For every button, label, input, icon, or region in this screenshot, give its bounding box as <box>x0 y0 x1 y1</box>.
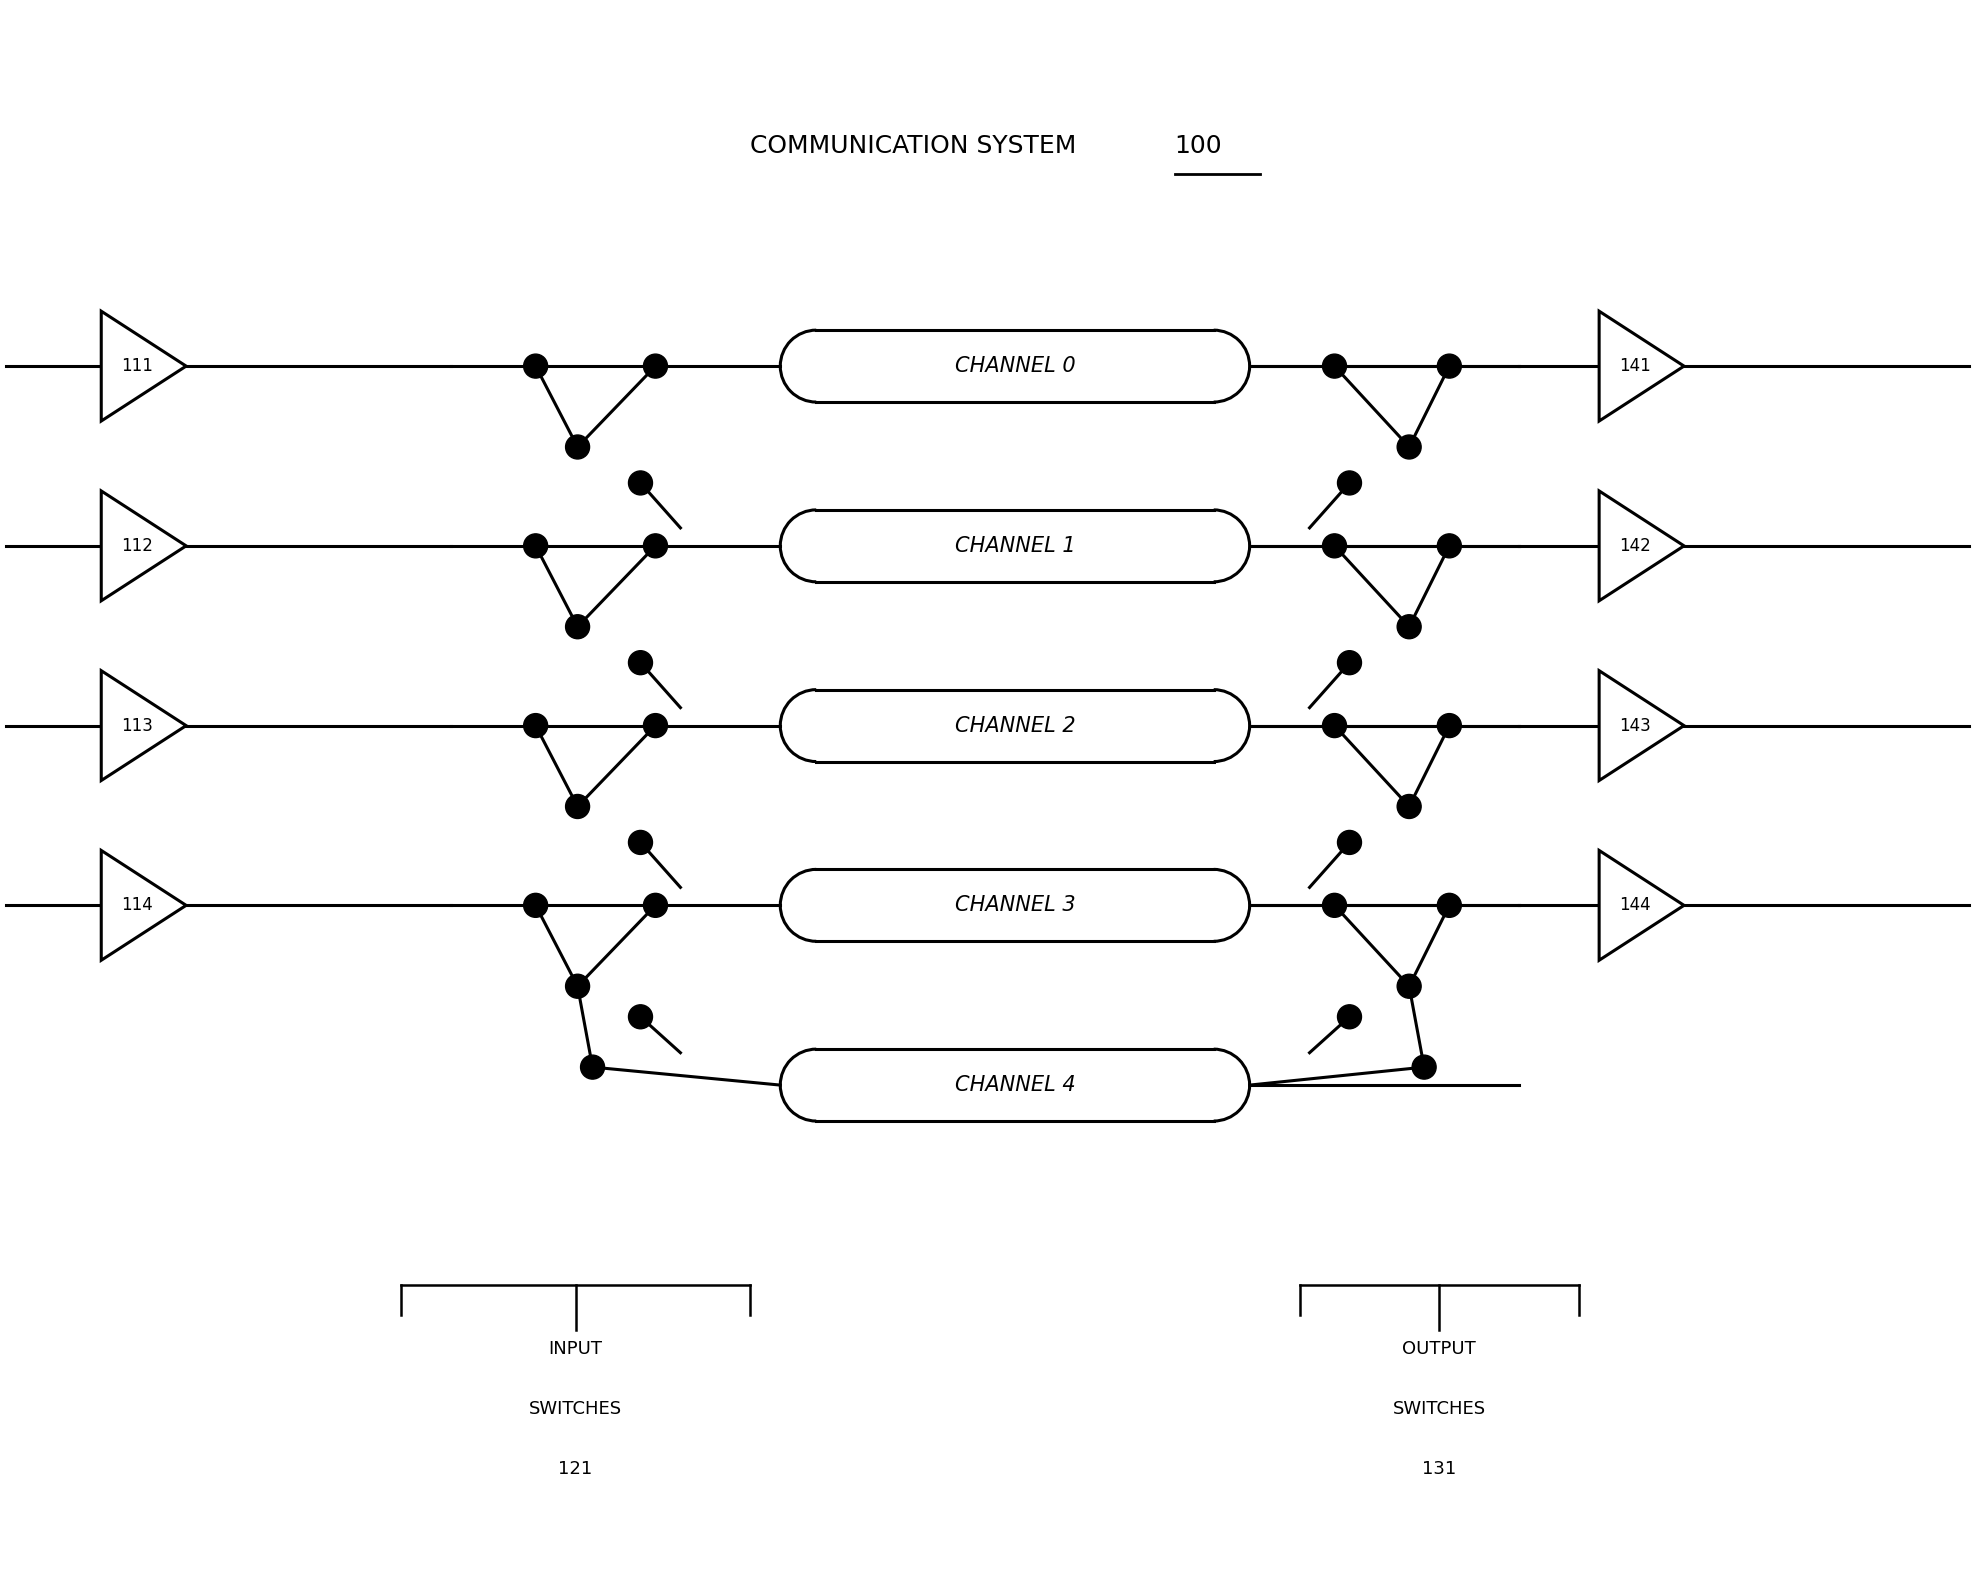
Circle shape <box>1338 471 1361 495</box>
Circle shape <box>580 1055 604 1079</box>
Bar <box>815 1048 1213 1122</box>
Text: SWITCHES: SWITCHES <box>529 1400 621 1418</box>
Circle shape <box>643 355 667 379</box>
Polygon shape <box>101 851 185 961</box>
Circle shape <box>643 894 667 918</box>
Bar <box>815 689 1213 762</box>
Polygon shape <box>1598 851 1683 961</box>
Text: 112: 112 <box>120 536 152 555</box>
Text: 113: 113 <box>120 716 152 735</box>
Circle shape <box>1338 831 1361 854</box>
Text: CHANNEL 2: CHANNEL 2 <box>955 716 1075 735</box>
Circle shape <box>566 434 590 458</box>
Text: OUTPUT: OUTPUT <box>1401 1340 1476 1357</box>
Circle shape <box>1322 535 1346 558</box>
Circle shape <box>1397 974 1421 998</box>
Text: CHANNEL 4: CHANNEL 4 <box>955 1076 1075 1095</box>
Text: CHANNEL 1: CHANNEL 1 <box>955 536 1075 555</box>
Circle shape <box>1436 894 1460 918</box>
Circle shape <box>566 794 590 818</box>
Bar <box>815 869 1213 942</box>
Circle shape <box>643 535 667 558</box>
Circle shape <box>523 535 547 558</box>
Text: 143: 143 <box>1618 716 1649 735</box>
Circle shape <box>1436 355 1460 379</box>
Text: 131: 131 <box>1421 1459 1456 1478</box>
Circle shape <box>643 714 667 738</box>
Text: CHANNEL 3: CHANNEL 3 <box>955 896 1075 915</box>
Bar <box>815 509 1213 582</box>
Circle shape <box>1338 651 1361 675</box>
Polygon shape <box>101 671 185 781</box>
Circle shape <box>523 894 547 918</box>
Circle shape <box>627 651 653 675</box>
Circle shape <box>1338 1006 1361 1029</box>
Circle shape <box>1397 614 1421 638</box>
Circle shape <box>1436 535 1460 558</box>
Polygon shape <box>101 492 185 601</box>
Polygon shape <box>101 312 185 422</box>
Circle shape <box>1397 434 1421 458</box>
Text: SWITCHES: SWITCHES <box>1393 1400 1486 1418</box>
Circle shape <box>523 355 547 379</box>
Text: 114: 114 <box>120 896 152 915</box>
Circle shape <box>1411 1055 1436 1079</box>
Circle shape <box>627 1006 653 1029</box>
Circle shape <box>566 614 590 638</box>
Circle shape <box>1397 794 1421 818</box>
Bar <box>815 331 1213 403</box>
Circle shape <box>1322 355 1346 379</box>
Text: 142: 142 <box>1618 536 1649 555</box>
Circle shape <box>627 831 653 854</box>
Circle shape <box>1322 894 1346 918</box>
Circle shape <box>523 714 547 738</box>
Text: 100: 100 <box>1174 134 1221 159</box>
Circle shape <box>1322 714 1346 738</box>
Text: 121: 121 <box>558 1459 592 1478</box>
Text: 141: 141 <box>1618 356 1649 375</box>
Text: INPUT: INPUT <box>548 1340 602 1357</box>
Text: 144: 144 <box>1618 896 1649 915</box>
Polygon shape <box>1598 671 1683 781</box>
Circle shape <box>627 471 653 495</box>
Polygon shape <box>1598 312 1683 422</box>
Circle shape <box>566 974 590 998</box>
Text: COMMUNICATION SYSTEM: COMMUNICATION SYSTEM <box>750 134 1075 159</box>
Text: CHANNEL 0: CHANNEL 0 <box>955 356 1075 375</box>
Polygon shape <box>1598 492 1683 601</box>
Circle shape <box>1436 714 1460 738</box>
Text: 111: 111 <box>120 356 152 375</box>
